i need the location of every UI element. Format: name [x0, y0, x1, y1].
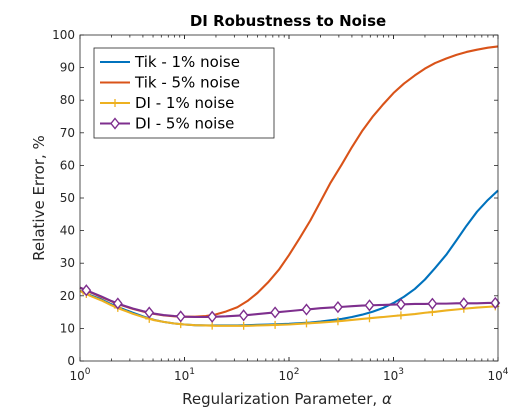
legend-marker: [110, 117, 120, 130]
y-tick-label: 100: [52, 28, 75, 42]
data-point: [301, 303, 312, 316]
x-axis-label: Regularization Parameter, α: [182, 390, 392, 408]
y-tick-label: 60: [60, 158, 75, 172]
legend-marker: [111, 99, 119, 107]
data-point: [144, 306, 155, 319]
y-tick-label: 80: [60, 93, 75, 107]
data-point: [365, 314, 374, 323]
legend-label: Tik - 5% noise: [134, 74, 240, 92]
axes-layer: [79, 34, 499, 362]
y-tick-label: 30: [60, 256, 75, 270]
data-point: [396, 311, 405, 320]
data-point: [333, 300, 343, 314]
data-point: [333, 317, 342, 326]
legend-item-3: DI - 1% noise: [100, 94, 234, 112]
y-tick-label: 70: [60, 126, 75, 140]
data-point: [238, 309, 249, 322]
y-tick-label: 0: [67, 354, 75, 368]
x-tick-label: 101: [174, 367, 195, 383]
x-tick-label: 102: [278, 367, 299, 383]
data-point: [364, 299, 375, 312]
tick-labels: 0 10 20 30 40 50 60 70 80 90 100 100 101 102 103 104: [52, 28, 509, 383]
data-point: [112, 297, 123, 310]
data-point: [207, 310, 218, 323]
x-axis-label-symbol: α: [382, 390, 392, 408]
x-axis-label-text: Regularization Parameter,: [182, 390, 382, 408]
data-point: [239, 321, 248, 330]
x-tick-label: 100: [69, 367, 90, 383]
legend-label: Tik - 1% noise: [134, 53, 240, 71]
data-point: [458, 297, 469, 310]
y-axis-label: Relative Error, %: [30, 135, 48, 261]
data-point: [270, 306, 280, 319]
series-layer: [79, 45, 501, 330]
legend-label: DI - 1% noise: [135, 94, 234, 112]
y-tick-label: 20: [60, 289, 75, 303]
legend-item-2: Tik - 5% noise: [100, 74, 240, 92]
data-point: [396, 298, 406, 311]
y-tick-label: 10: [60, 321, 75, 335]
legend-item-4: DI - 5% noise: [100, 115, 234, 133]
legend-item-1: Tik - 1% noise: [100, 53, 240, 71]
data-point: [208, 321, 217, 330]
x-tick-label: 104: [487, 367, 508, 383]
data-point: [175, 310, 186, 323]
legend-label: DI - 5% noise: [135, 115, 234, 133]
data-point: [271, 320, 280, 329]
y-tick-label: 90: [60, 61, 75, 75]
legend: Tik - 1% noise Tik - 5% noise DI - 1% nois…: [93, 47, 275, 139]
data-point: [302, 319, 311, 328]
y-tick-label: 40: [60, 224, 75, 238]
chart-title: DI Robustness to Noise: [190, 12, 386, 30]
y-tick-label: 50: [60, 191, 75, 205]
data-point: [81, 284, 92, 297]
x-tick-label: 103: [383, 367, 404, 383]
series-4: [79, 284, 501, 323]
data-point: [427, 297, 438, 310]
